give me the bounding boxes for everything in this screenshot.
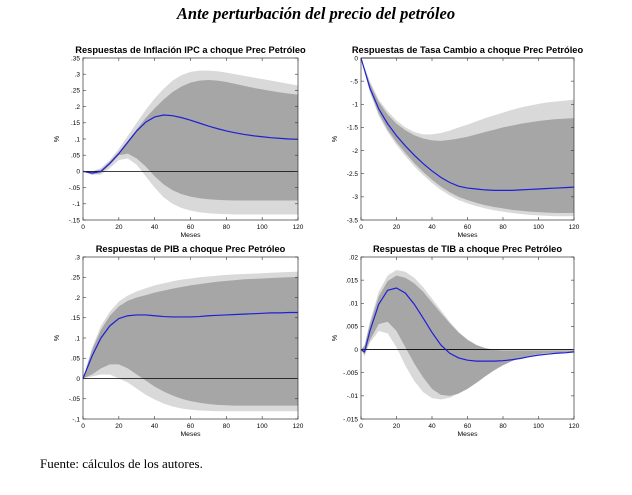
page-title: Ante perturbación del precio del petróle… (176, 4, 456, 23)
y-tick-label: .005 (345, 324, 358, 331)
x-tick-label: 40 (428, 224, 436, 231)
x-tick-label: 20 (393, 224, 401, 231)
y-tick-label: 0 (354, 55, 358, 62)
chart-title: Respuestas de PIB a choque Prec Petróleo (96, 244, 286, 254)
chart-panel-1: Respuestas de Inflación IPC a choque Pre… (54, 45, 306, 239)
y-tick-label: -.05 (69, 396, 81, 403)
x-tick-label: 0 (81, 224, 85, 231)
chart-panel-4: Respuestas de TIB a choque Prec Petróleo… (332, 244, 580, 438)
y-tick-label: .2 (75, 295, 81, 302)
chart-title: Respuestas de TIB a choque Prec Petróleo (373, 244, 562, 254)
y-tick-label: -.1 (72, 416, 80, 423)
x-tick-label: 120 (293, 423, 304, 430)
y-tick-label: .35 (71, 55, 80, 62)
x-axis-label: Meses (180, 232, 201, 239)
y-tick-label: .1 (75, 335, 81, 342)
x-axis-label: Meses (457, 232, 478, 239)
y-axis-label: % (54, 136, 61, 142)
x-tick-label: 100 (257, 224, 268, 231)
x-tick-label: 120 (569, 423, 580, 430)
y-axis-label: % (54, 335, 61, 341)
x-tick-label: 40 (151, 423, 159, 430)
y-tick-label: .02 (349, 254, 358, 261)
x-tick-label: 40 (151, 224, 159, 231)
y-tick-label: .25 (71, 275, 80, 282)
x-tick-label: 0 (359, 224, 363, 231)
y-tick-label: -3.5 (347, 217, 359, 224)
x-tick-label: 80 (223, 224, 231, 231)
chart-panel-3: Respuestas de PIB a choque Prec Petróleo… (54, 244, 304, 438)
y-axis-label: % (332, 136, 339, 142)
x-tick-label: 120 (569, 224, 580, 231)
x-tick-label: 60 (464, 423, 472, 430)
y-tick-label: .15 (71, 315, 80, 322)
y-tick-label: .05 (71, 153, 80, 160)
y-tick-label: -3 (352, 194, 358, 201)
x-tick-label: 40 (428, 423, 436, 430)
x-tick-label: 20 (115, 423, 123, 430)
y-tick-label: .015 (345, 277, 358, 284)
chart-title: Respuestas de Inflación IPC a choque Pre… (75, 45, 306, 55)
x-tick-label: 60 (187, 224, 195, 231)
x-tick-label: 60 (187, 423, 195, 430)
y-tick-label: -.5 (350, 78, 358, 85)
y-tick-label: -.01 (347, 393, 359, 400)
x-axis-label: Meses (457, 431, 478, 438)
x-tick-label: 20 (393, 423, 401, 430)
impulse-response-line (360, 287, 575, 362)
inner-confidence-band (83, 276, 298, 406)
x-tick-label: 100 (533, 423, 544, 430)
y-tick-label: -.005 (343, 370, 358, 377)
y-tick-label: -.1 (72, 201, 80, 208)
x-tick-label: 80 (499, 224, 507, 231)
y-tick-label: .2 (75, 104, 81, 111)
x-tick-label: 120 (293, 224, 304, 231)
x-tick-label: 0 (81, 423, 85, 430)
x-tick-label: 100 (257, 423, 268, 430)
impulse-response-line (82, 114, 299, 174)
y-tick-label: -.015 (343, 416, 358, 423)
y-axis-label: % (332, 335, 339, 341)
inner-confidence-band (361, 58, 574, 214)
y-tick-label: .15 (71, 120, 80, 127)
x-tick-label: 20 (115, 224, 123, 231)
impulse-response-line (82, 311, 298, 379)
y-tick-label: -1.5 (347, 125, 359, 132)
impulse-response-line (360, 57, 575, 191)
y-tick-label: -.05 (69, 185, 81, 192)
y-tick-label: -1 (352, 102, 358, 109)
y-tick-label: .1 (75, 136, 81, 143)
source-note: Fuente: cálculos de los autores. (40, 456, 203, 471)
inner-confidence-band (361, 275, 574, 396)
y-tick-label: 0 (76, 376, 80, 383)
y-tick-label: 0 (354, 347, 358, 354)
x-tick-label: 80 (499, 423, 507, 430)
y-tick-label: .3 (75, 254, 81, 261)
chart-title: Respuestas de Tasa Cambio a choque Prec … (352, 45, 584, 55)
inner-confidence-band (83, 80, 298, 201)
y-tick-label: -2 (352, 148, 358, 155)
y-tick-label: .3 (75, 72, 81, 79)
x-axis-label: Meses (180, 431, 201, 438)
y-tick-label: -.15 (69, 217, 81, 224)
y-tick-label: .25 (71, 88, 80, 95)
x-tick-label: 100 (533, 224, 544, 231)
y-tick-label: .01 (349, 301, 358, 308)
y-tick-label: .05 (71, 356, 80, 363)
y-tick-label: -2.5 (347, 171, 359, 178)
x-tick-label: 0 (359, 423, 363, 430)
y-tick-label: 0 (76, 169, 80, 176)
x-tick-label: 80 (223, 423, 231, 430)
x-tick-label: 60 (464, 224, 472, 231)
chart-panel-2: Respuestas de Tasa Cambio a choque Prec … (332, 45, 583, 239)
